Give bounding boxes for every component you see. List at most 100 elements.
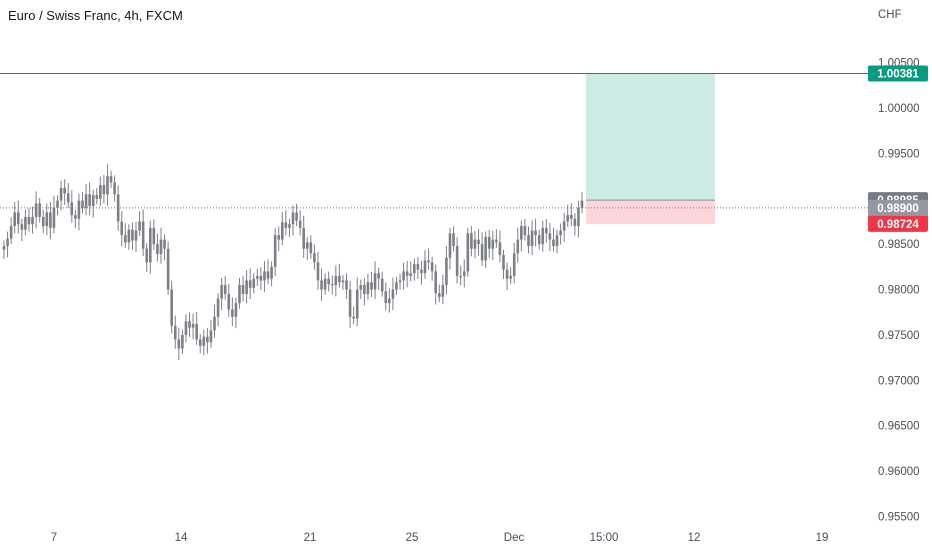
x-tick-label: 12 bbox=[688, 532, 701, 544]
candle-body bbox=[470, 233, 473, 249]
candle-body bbox=[363, 285, 366, 295]
position-zones[interactable] bbox=[586, 73, 715, 224]
candle-body bbox=[569, 215, 573, 219]
candle-body bbox=[198, 339, 202, 346]
candle-body bbox=[366, 282, 370, 295]
candle-body bbox=[252, 278, 256, 288]
candle-body bbox=[238, 285, 241, 304]
candle-body bbox=[63, 187, 66, 194]
candle-body bbox=[455, 245, 459, 276]
candle-body bbox=[520, 226, 523, 240]
candle-body bbox=[74, 215, 77, 219]
candle-body bbox=[491, 239, 495, 249]
y-tick-label: 0.96500 bbox=[878, 421, 920, 433]
candle-body bbox=[41, 216, 45, 227]
candle-body bbox=[466, 233, 470, 272]
candle-body bbox=[359, 285, 363, 290]
candle-body bbox=[487, 236, 491, 249]
candle-body bbox=[220, 285, 223, 299]
x-tick-label: 19 bbox=[816, 532, 829, 544]
candle-body bbox=[223, 285, 227, 295]
x-tick-label: 15:00 bbox=[590, 532, 619, 544]
candle-body bbox=[313, 253, 316, 263]
price-axis[interactable]: 1.005001.000000.995000.990000.985000.980… bbox=[878, 58, 920, 524]
candle-body bbox=[177, 339, 181, 349]
candle-body bbox=[388, 298, 391, 304]
candle-body bbox=[95, 195, 99, 199]
candle-body bbox=[434, 271, 438, 294]
candle-body bbox=[302, 227, 306, 249]
x-tick-label: 14 bbox=[175, 532, 188, 544]
candle-body bbox=[537, 235, 541, 245]
candle-body bbox=[298, 220, 302, 228]
profit-zone bbox=[586, 73, 715, 201]
candle-body bbox=[84, 194, 88, 208]
candle-body bbox=[341, 280, 345, 283]
candle-body bbox=[263, 271, 266, 281]
candle-body bbox=[99, 185, 102, 199]
candle-body bbox=[227, 294, 231, 310]
candle-body bbox=[309, 242, 313, 254]
candle-body bbox=[552, 239, 555, 246]
candle-body bbox=[31, 216, 34, 225]
candle-body bbox=[291, 212, 295, 225]
candle-body bbox=[334, 275, 338, 285]
x-tick-label: 25 bbox=[406, 532, 419, 544]
time-axis[interactable]: 7 14 21 25 Dec 15:00 12 19 bbox=[51, 532, 829, 544]
candle-body bbox=[38, 203, 41, 217]
candle-body bbox=[170, 289, 173, 326]
candle-body bbox=[134, 230, 138, 241]
y-tick-label: 0.97000 bbox=[878, 375, 920, 387]
candle-body bbox=[562, 221, 566, 231]
candle-body bbox=[477, 239, 480, 245]
candle-body bbox=[113, 182, 116, 195]
candle-body bbox=[188, 321, 191, 328]
candle-body bbox=[384, 291, 388, 304]
candle-body bbox=[159, 239, 163, 255]
y-tick-label: 0.99500 bbox=[878, 148, 920, 160]
candle-body bbox=[24, 216, 27, 230]
candle-body bbox=[109, 176, 113, 183]
candle-body bbox=[380, 278, 384, 292]
candle-body bbox=[127, 229, 131, 243]
candle-body bbox=[423, 260, 427, 274]
candle-body bbox=[295, 212, 298, 221]
candle-body bbox=[20, 224, 24, 230]
candle-body bbox=[452, 233, 455, 246]
candle-body bbox=[462, 271, 466, 276]
candle-body bbox=[413, 264, 416, 274]
candle-body bbox=[141, 221, 145, 249]
candle-body bbox=[206, 336, 209, 343]
candle-body bbox=[138, 221, 141, 231]
x-tick-label: 7 bbox=[51, 532, 57, 544]
candle-body bbox=[420, 269, 423, 274]
candle-body bbox=[405, 271, 409, 276]
candle-body bbox=[213, 316, 216, 331]
candle-body bbox=[181, 334, 184, 349]
current-price-tag-text: 0.98900 bbox=[877, 203, 919, 215]
y-tick-label: 0.95500 bbox=[878, 511, 920, 523]
candle-body bbox=[209, 330, 213, 343]
candle-body bbox=[509, 275, 512, 279]
candle-body bbox=[316, 262, 320, 281]
candle-body bbox=[566, 215, 570, 222]
candle-body bbox=[577, 207, 580, 227]
candle-body bbox=[216, 298, 220, 317]
candle-body bbox=[484, 236, 487, 261]
candle-body bbox=[241, 285, 245, 295]
candle-body bbox=[173, 325, 177, 340]
candle-body bbox=[473, 239, 477, 249]
candle-body bbox=[327, 278, 330, 285]
candle-body bbox=[248, 280, 252, 288]
candle-body bbox=[459, 275, 462, 278]
stop-price-tag-text: 0.98724 bbox=[877, 219, 919, 231]
candle-body bbox=[580, 200, 584, 208]
candle-body bbox=[266, 271, 270, 279]
y-tick-label: 1.00000 bbox=[878, 103, 920, 115]
candle-body bbox=[66, 193, 70, 203]
candle-body bbox=[441, 285, 445, 297]
candle-body bbox=[512, 253, 516, 276]
candle-body bbox=[370, 282, 373, 290]
